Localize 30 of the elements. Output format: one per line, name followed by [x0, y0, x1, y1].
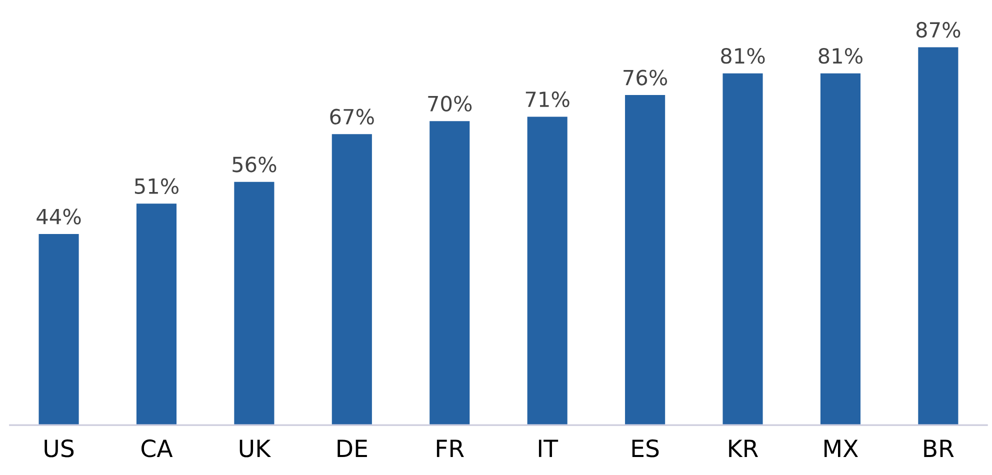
- data-label: 70%: [428, 96, 472, 112]
- bar: [430, 121, 470, 426]
- bar: [625, 95, 666, 426]
- bar: [234, 182, 274, 426]
- bar: [527, 116, 568, 426]
- x-tick-label: IT: [538, 440, 558, 457]
- data-label: 44%: [36, 208, 81, 224]
- bar: [332, 134, 372, 426]
- bar: [820, 73, 861, 426]
- x-tick-label: BR: [924, 440, 954, 457]
- data-label: 81%: [721, 48, 765, 64]
- x-tick-label: KR: [729, 440, 758, 457]
- data-label: 51%: [134, 178, 178, 194]
- x-tick-label: FR: [436, 440, 464, 457]
- x-tick-label: DE: [338, 440, 367, 457]
- data-label: 67%: [330, 108, 374, 125]
- x-tick-label: MX: [824, 440, 858, 457]
- x-tick-label: UK: [240, 440, 272, 458]
- data-label: 56%: [232, 156, 276, 172]
- data-label: 76%: [624, 70, 668, 86]
- data-label: 71%: [526, 91, 570, 108]
- bar: [918, 47, 958, 426]
- data-label: 87%: [916, 22, 960, 38]
- x-tick-label: CA: [141, 439, 173, 458]
- x-tick-label: US: [44, 439, 74, 458]
- data-label: 81%: [818, 48, 862, 64]
- bar: [38, 234, 79, 426]
- x-tick-label: ES: [632, 439, 659, 458]
- bar: [722, 73, 763, 426]
- bar: [136, 204, 177, 426]
